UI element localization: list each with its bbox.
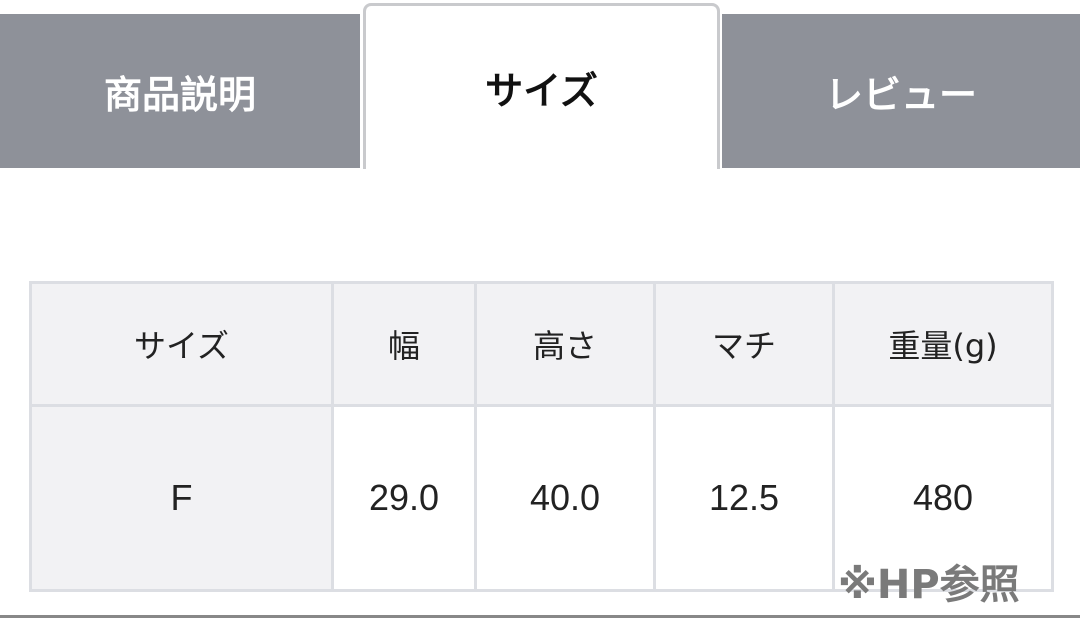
table-header-row: サイズ 幅 高さ マチ 重量(g) xyxy=(29,281,1054,407)
cell-size: F xyxy=(29,404,334,592)
bottom-divider xyxy=(0,615,1080,618)
cell-width: 29.0 xyxy=(331,404,477,592)
hp-reference-note: ※HP参照 xyxy=(838,562,1020,608)
header-size: サイズ xyxy=(29,281,334,407)
header-width: 幅 xyxy=(331,281,477,407)
tab-product-description[interactable]: 商品説明 xyxy=(0,14,360,168)
table-row: F 29.0 40.0 12.5 480 xyxy=(29,404,1054,592)
cell-depth: 12.5 xyxy=(653,404,835,592)
cell-weight: 480 xyxy=(832,404,1054,592)
tab-review[interactable]: レビュー xyxy=(722,14,1080,168)
header-weight: 重量(g) xyxy=(832,281,1054,407)
header-depth: マチ xyxy=(653,281,835,407)
header-height: 高さ xyxy=(474,281,656,407)
tab-size[interactable]: サイズ xyxy=(363,3,720,169)
cell-height: 40.0 xyxy=(474,404,656,592)
size-table: サイズ 幅 高さ マチ 重量(g) F 29.0 40.0 12.5 480 xyxy=(29,281,1054,592)
